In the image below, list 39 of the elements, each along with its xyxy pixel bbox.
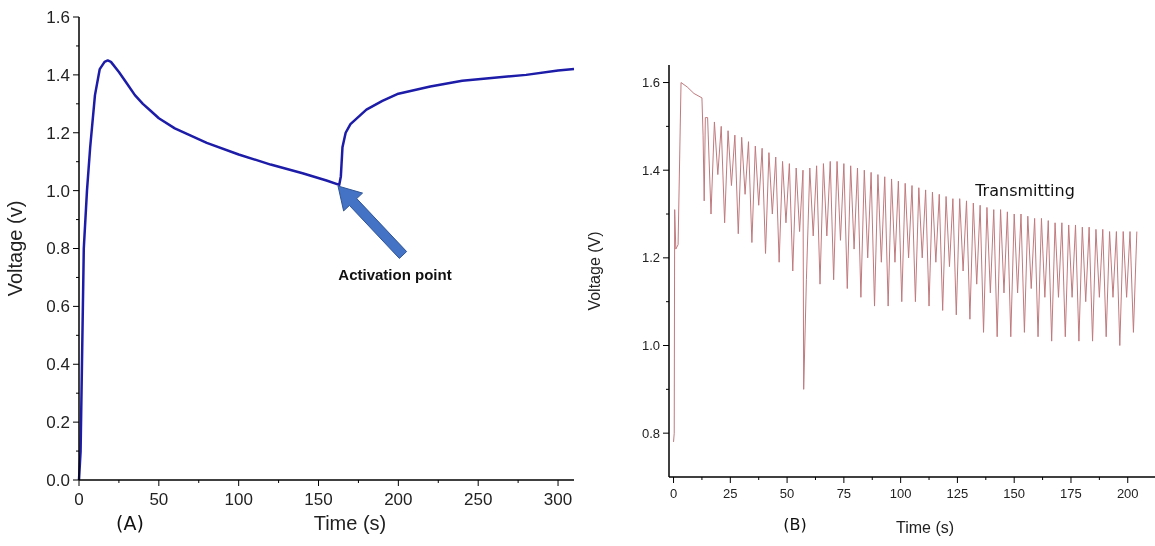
y-tick-label: 1.2	[641, 250, 660, 266]
x-tick-label: 50	[779, 486, 795, 501]
x-tick-label: 250	[464, 490, 493, 509]
text: (A)	[116, 512, 144, 534]
x-tick-label: 100	[889, 486, 912, 501]
annotation: Activation point	[338, 266, 452, 283]
y-tick-label: 0.0	[46, 470, 70, 490]
y-tick-label: 0.2	[46, 413, 70, 433]
x-tick-label: 50	[149, 490, 169, 509]
x-tick-label: 0	[74, 490, 84, 509]
x-axis-title: Time (s)	[313, 512, 387, 534]
y-tick-label: 0.8	[641, 425, 660, 441]
x-tick-label: 0	[669, 486, 678, 501]
y-tick-label: 1.4	[46, 65, 70, 85]
x-tick-label: 300	[543, 490, 573, 509]
x-tick-label: 175	[1060, 486, 1082, 501]
x-tick-label: 200	[1116, 486, 1139, 501]
y-tick-label: 1.0	[46, 181, 70, 201]
y-tick-label: 1.2	[46, 123, 70, 143]
x-tick-label: 100	[224, 490, 253, 509]
x-tick-label: 150	[1003, 486, 1026, 501]
y-tick-label: 1.6	[46, 7, 70, 27]
x-axis-title: Time (s)	[895, 519, 955, 536]
line-series	[673, 82, 1138, 443]
y-axis-title: Voltage (V)	[586, 231, 603, 311]
y-tick-label: 1.6	[641, 75, 660, 91]
y-tick-label: 0.6	[46, 297, 70, 317]
text: (B)	[783, 515, 807, 534]
x-tick-label: 75	[836, 486, 852, 501]
y-tick-label: 0.4	[46, 355, 70, 375]
x-tick-label: 200	[384, 490, 413, 509]
x-tick-label: 125	[946, 486, 969, 501]
y-tick-label: 1.0	[641, 338, 660, 354]
y-tick-label: 1.4	[641, 162, 660, 178]
y-tick-label: 0.8	[46, 239, 70, 259]
x-tick-label: 25	[723, 486, 738, 501]
x-tick-label: 150	[304, 490, 333, 509]
annotation: Transmitting	[974, 181, 1075, 200]
y-axis-title: Voltage (v)	[4, 200, 26, 297]
